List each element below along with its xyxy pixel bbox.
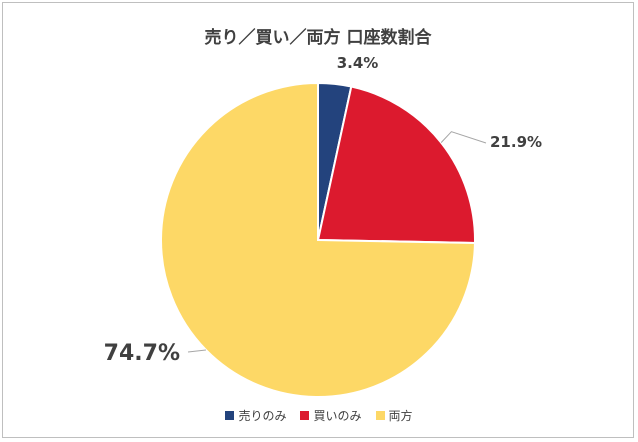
pie-slices [160,81,476,398]
legend-label: 両方 [388,409,413,423]
legend-swatch [375,411,385,420]
legend-swatch [225,411,235,420]
legend-label: 買いのみ [313,409,362,423]
legend-item-sell-only: 売りのみ [225,407,286,424]
data-label-both: 74.7% [104,341,180,366]
data-labels: 3.4% 21.9% 74.7% [104,54,542,366]
legend-swatch [300,411,310,420]
leader-lines [187,131,487,353]
leader-line-both [187,349,206,353]
slice-both [160,81,476,398]
legend-label: 売りのみ [238,409,287,423]
chart-title: 売り／買い／両方 口座数割合 [204,28,432,48]
leader-line-buy-only [440,131,487,144]
data-label-buy-only: 21.9% [490,133,542,151]
legend-item-buy-only: 買いのみ [300,407,362,424]
slice-buy-only [316,85,476,244]
legend-item-both: 両方 [375,407,413,424]
legend: 売りのみ 買いのみ 両方 [0,407,638,424]
data-label-sell-only: 3.4% [337,54,379,72]
